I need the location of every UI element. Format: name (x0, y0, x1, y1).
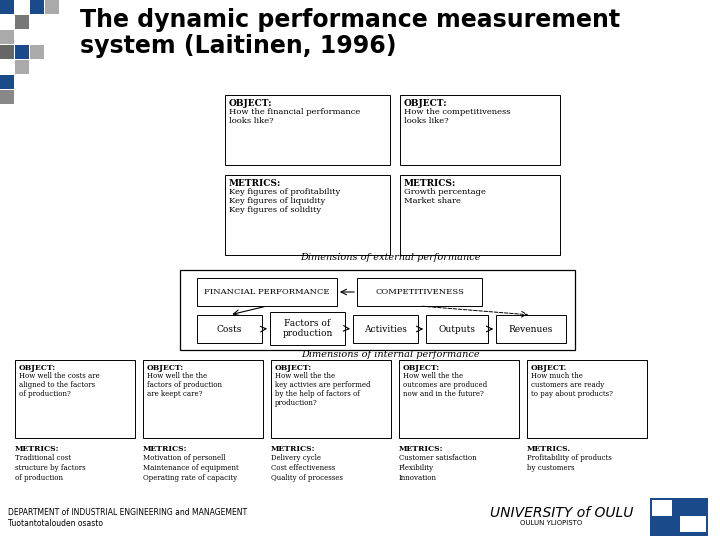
Text: How the financial performance
looks like?: How the financial performance looks like… (229, 108, 360, 125)
Text: OBJECT:: OBJECT: (404, 99, 448, 108)
Text: OBJECT:: OBJECT: (19, 364, 56, 372)
Text: Key figures of profitability
Key figures of liquidity
Key figures of solidity: Key figures of profitability Key figures… (229, 188, 341, 214)
Text: How the competitiveness
looks like?: How the competitiveness looks like? (404, 108, 510, 125)
Bar (30, 0, 44, 14)
Text: Delivery cycle
Cost effectiveness
Quality of processes: Delivery cycle Cost effectiveness Qualit… (271, 454, 343, 482)
Text: OBJECT:: OBJECT: (275, 364, 312, 372)
Text: COMPETITIVENESS: COMPETITIVENESS (375, 288, 464, 296)
Text: Customer satisfaction
Flexibility
Innovation: Customer satisfaction Flexibility Innova… (399, 454, 477, 482)
Text: METRICS:: METRICS: (404, 179, 456, 188)
Bar (0, 90, 14, 104)
Bar (197, 315, 262, 343)
Text: OULUN YLIOPISTO: OULUN YLIOPISTO (520, 520, 582, 526)
Text: How well the the
outcomes are produced
now and in the future?: How well the the outcomes are produced n… (403, 372, 487, 398)
Text: OBJECT:: OBJECT: (229, 99, 273, 108)
Text: Outputs: Outputs (438, 325, 475, 334)
Text: METRICS:: METRICS: (15, 445, 60, 453)
Bar (270, 312, 345, 345)
Bar (45, 0, 59, 14)
Bar (180, 270, 575, 350)
Text: OBJECT.: OBJECT. (531, 364, 567, 372)
Bar (680, 516, 706, 532)
Bar (15, 360, 135, 438)
Bar (0, 45, 14, 59)
Text: Dimensions of internal performance: Dimensions of internal performance (301, 350, 480, 359)
Text: OBJECT:: OBJECT: (147, 364, 184, 372)
Text: Motivation of personell
Maintenance of equipment
Operating rate of capacity: Motivation of personell Maintenance of e… (143, 454, 239, 482)
Text: How well the the
key activies are performed
by the help of factors of
production: How well the the key activies are perfor… (275, 372, 371, 407)
Text: METRICS:: METRICS: (229, 179, 282, 188)
Text: DEPARTMENT of INDUSTRIAL ENGINEERING and MANAGEMENT: DEPARTMENT of INDUSTRIAL ENGINEERING and… (8, 508, 247, 517)
Text: Profitability of products
by customers: Profitability of products by customers (527, 454, 612, 472)
Bar (0, 30, 14, 44)
Bar (225, 175, 390, 255)
Text: Activities: Activities (364, 325, 407, 334)
Text: Traditional cost
structure by factors
of production: Traditional cost structure by factors of… (15, 454, 86, 482)
Bar (353, 315, 418, 343)
Text: UNIVERSITY of OULU: UNIVERSITY of OULU (490, 506, 634, 520)
Text: How well the the
factors of production
are keept care?: How well the the factors of production a… (147, 372, 222, 398)
Text: Costs: Costs (217, 325, 242, 334)
Bar (30, 45, 44, 59)
Text: METRICS:: METRICS: (143, 445, 187, 453)
Text: Growth percentage
Market share: Growth percentage Market share (404, 188, 486, 205)
Bar (496, 315, 566, 343)
Bar (527, 360, 647, 438)
Bar (399, 360, 519, 438)
Bar (426, 315, 488, 343)
Text: METRICS.: METRICS. (527, 445, 571, 453)
Text: METRICS:: METRICS: (271, 445, 315, 453)
Bar (400, 175, 560, 255)
Bar (225, 95, 390, 165)
Text: OBJECT:: OBJECT: (403, 364, 440, 372)
Text: METRICS:: METRICS: (399, 445, 444, 453)
Bar (143, 360, 263, 438)
Text: Factors of
production: Factors of production (282, 319, 333, 338)
Text: How well the costs are
aligned to the factors
of production?: How well the costs are aligned to the fa… (19, 372, 100, 398)
Text: system (Laitinen, 1996): system (Laitinen, 1996) (80, 34, 397, 58)
Bar (271, 360, 391, 438)
Bar (15, 45, 29, 59)
Bar (197, 278, 337, 306)
Text: Revenues: Revenues (509, 325, 553, 334)
Text: FINANCIAL PERFORMANCE: FINANCIAL PERFORMANCE (204, 288, 330, 296)
Bar (652, 500, 672, 516)
Text: Dimensions of external performance: Dimensions of external performance (300, 253, 480, 262)
Text: The dynamic performance measurement: The dynamic performance measurement (80, 8, 620, 32)
Text: Tuotantotalouden osasto: Tuotantotalouden osasto (8, 519, 103, 528)
Bar (15, 15, 29, 29)
Text: How much the
customers are ready
to pay about products?: How much the customers are ready to pay … (531, 372, 613, 398)
Bar (0, 0, 14, 14)
Bar (357, 278, 482, 306)
Bar (15, 60, 29, 74)
Bar (0, 75, 14, 89)
Bar (400, 95, 560, 165)
Bar (650, 498, 708, 536)
